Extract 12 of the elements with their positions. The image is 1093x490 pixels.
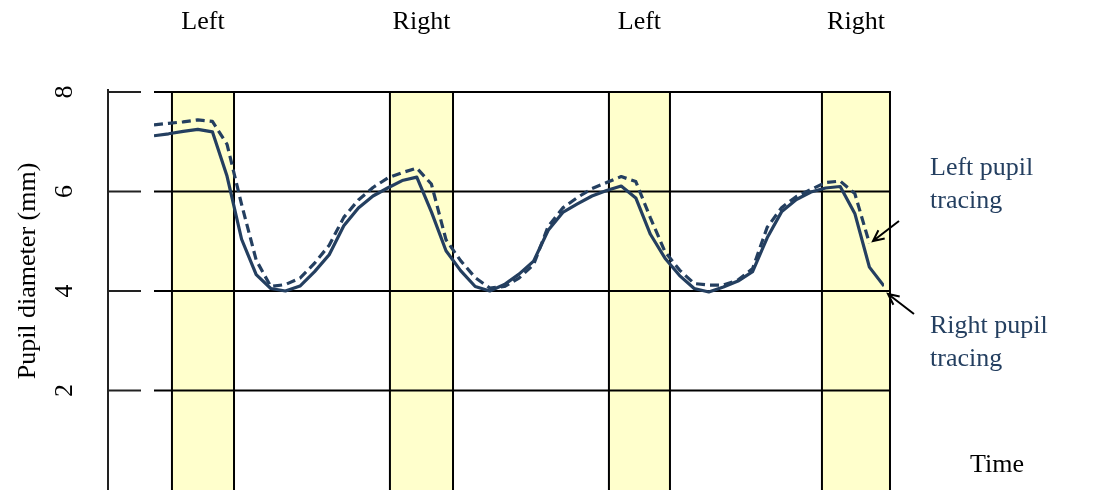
y-tick-label: 2: [48, 384, 78, 397]
series-label: Right pupil tracing: [930, 309, 1048, 372]
text: Left pupil tracing: [930, 152, 1034, 215]
y-tick-label: 4: [48, 284, 78, 298]
text: Left: [181, 5, 226, 35]
text: Left: [617, 5, 662, 35]
text: Right: [827, 5, 886, 35]
x-axis-title: Time: [970, 448, 1024, 478]
y-axis-title: Pupil diameter (mm): [11, 162, 41, 380]
text: Right: [392, 5, 452, 35]
y-tick-label: 6: [48, 185, 78, 198]
y-tick-label: 8: [48, 85, 78, 99]
